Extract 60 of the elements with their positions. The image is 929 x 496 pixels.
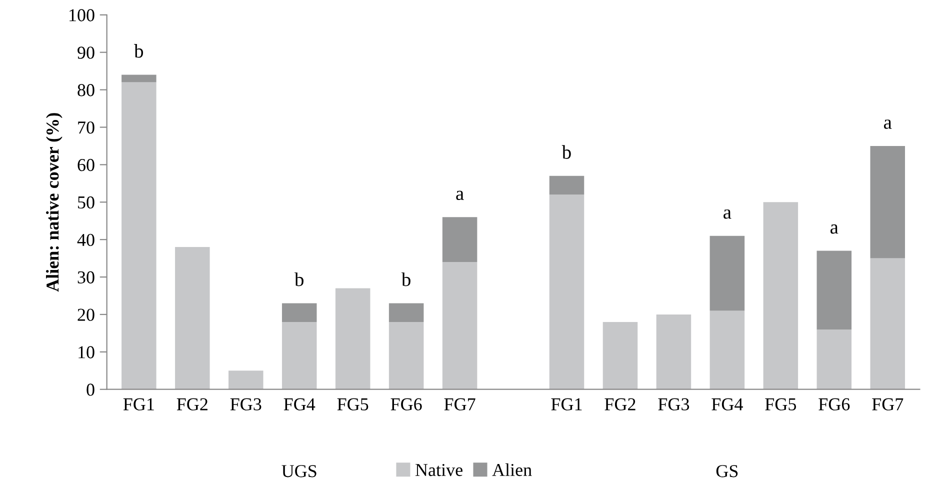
total-label: a [724, 209, 732, 219]
bar [282, 322, 317, 390]
total-label: b [401, 272, 410, 286]
y-tick-label: 90 [78, 46, 94, 59]
bar [388, 303, 424, 322]
x-tick-label: FG6 [390, 398, 422, 410]
bar [122, 74, 156, 82]
bar [442, 262, 478, 390]
bar [763, 202, 798, 390]
bar [816, 329, 852, 390]
x-tick-label: FG4 [284, 398, 316, 410]
text: UGS [282, 465, 316, 478]
bar [870, 258, 906, 390]
bar [282, 303, 317, 322]
bar [228, 370, 264, 390]
y-tick-label: 0 [86, 384, 94, 396]
total-label: a [456, 190, 464, 200]
y-tick-label: 80 [78, 84, 94, 96]
total-label: a [830, 224, 838, 234]
x-tick-label: FG2 [176, 398, 208, 410]
x-tick-label: FG5 [337, 398, 368, 410]
x-tick-label: FG1 [551, 398, 582, 410]
total-label: b [562, 145, 571, 159]
bar [549, 194, 584, 390]
bar [870, 146, 906, 258]
y-tick-label: 70 [78, 121, 94, 134]
x-tick-label: FG6 [818, 398, 850, 410]
total-label: a [884, 120, 892, 129]
bar [656, 314, 692, 390]
y-tick-label: 20 [78, 308, 94, 321]
bar [388, 322, 424, 390]
total-label: b [294, 272, 304, 286]
legend-label: Native [415, 464, 462, 476]
bar [710, 236, 745, 311]
bar [602, 322, 638, 390]
x-tick-label: FG3 [658, 398, 690, 410]
y-tick-label: 100 [70, 9, 94, 22]
x-tick-label: FG7 [444, 398, 476, 410]
y-tick-label: 50 [78, 196, 94, 209]
text: GS [716, 465, 738, 478]
bar [549, 176, 584, 195]
y-tick-label: 60 [78, 158, 94, 172]
bar [335, 288, 370, 390]
y-tick-label: 30 [78, 271, 94, 284]
x-tick-label: FG3 [230, 398, 262, 410]
x-tick-label: FG1 [123, 398, 154, 410]
bar [442, 217, 478, 262]
x-tick-label: FG4 [712, 398, 743, 410]
bar [710, 310, 745, 390]
y-axis-title: Alien: native cover (%) [46, 113, 62, 292]
bar [175, 247, 210, 390]
x-tick-label: FG2 [604, 398, 636, 410]
total-label: b [134, 44, 144, 58]
y-tick-label: 10 [78, 346, 94, 358]
x-tick-label: FG7 [872, 398, 904, 410]
bar [122, 82, 156, 390]
bar [816, 250, 852, 330]
y-tick-label: 40 [77, 234, 94, 246]
legend-label: Alien [492, 463, 532, 476]
x-tick-label: FG5 [765, 398, 796, 410]
